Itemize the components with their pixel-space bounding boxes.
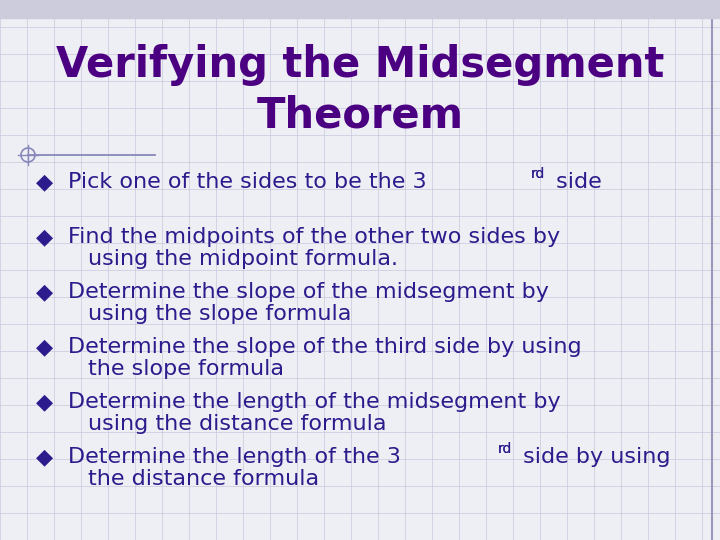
Text: using the distance formula: using the distance formula: [88, 414, 387, 434]
Text: using the midpoint formula.: using the midpoint formula.: [88, 249, 398, 269]
Text: side by using: side by using: [516, 447, 670, 467]
Text: rd: rd: [498, 442, 512, 456]
Text: ◆: ◆: [37, 227, 53, 247]
Text: ◆: ◆: [37, 392, 53, 412]
Text: Theorem: Theorem: [256, 94, 464, 136]
Text: Determine the length of the 3: Determine the length of the 3: [68, 447, 401, 467]
Bar: [0, 0, 720, 18]
Text: Determine the slope of the midsegment by: Determine the slope of the midsegment by: [68, 282, 549, 302]
Text: the distance formula: the distance formula: [88, 469, 319, 489]
Text: Find the midpoints of the other two sides by: Find the midpoints of the other two side…: [68, 227, 560, 247]
Text: Verifying the Midsegment: Verifying the Midsegment: [56, 44, 664, 86]
Text: rd: rd: [531, 167, 545, 181]
Text: ◆: ◆: [37, 447, 53, 467]
Text: ◆: ◆: [37, 337, 53, 357]
Text: rd: rd: [498, 442, 512, 456]
Text: Pick one of the sides to be the 3: Pick one of the sides to be the 3: [68, 172, 427, 192]
Text: rd: rd: [531, 167, 545, 181]
Text: using the slope formula: using the slope formula: [88, 304, 351, 324]
Text: side: side: [549, 172, 602, 192]
Text: ◆: ◆: [37, 282, 53, 302]
Text: the slope formula: the slope formula: [88, 359, 284, 379]
Text: Determine the slope of the third side by using: Determine the slope of the third side by…: [68, 337, 582, 357]
Text: ◆: ◆: [37, 172, 53, 192]
Text: Determine the length of the midsegment by: Determine the length of the midsegment b…: [68, 392, 561, 412]
